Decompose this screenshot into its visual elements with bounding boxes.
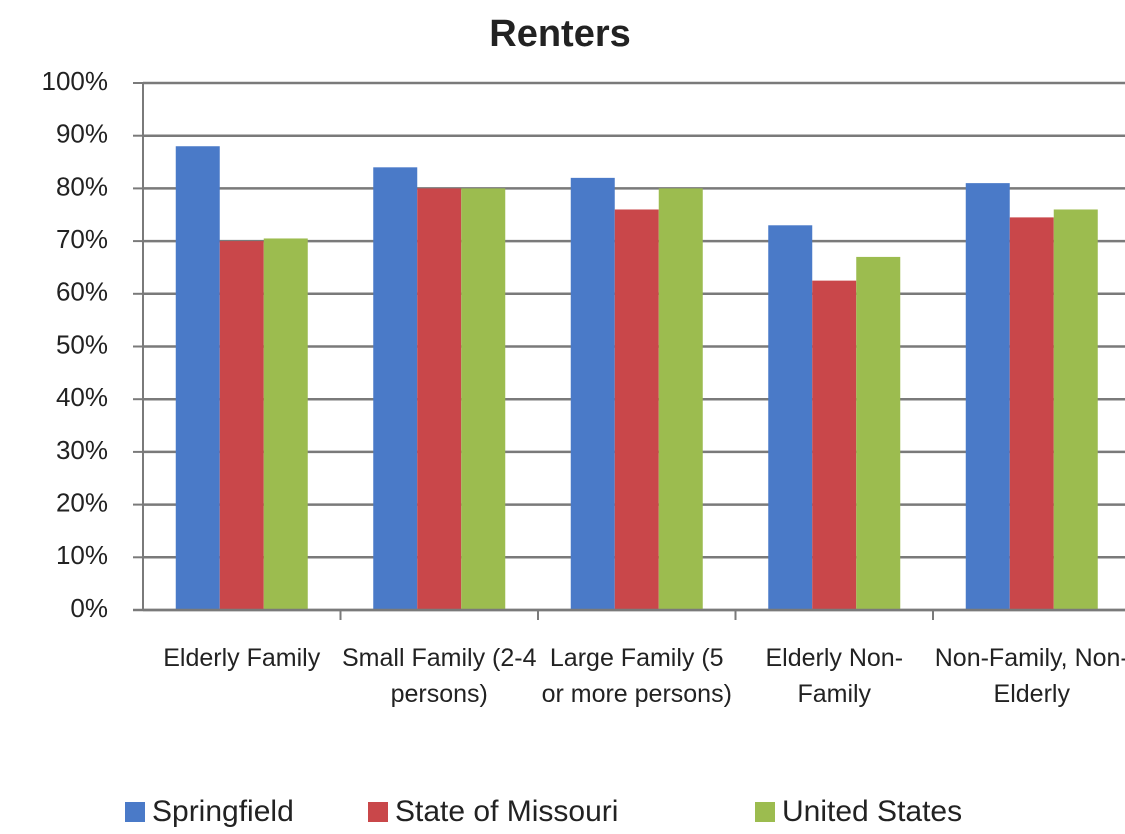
- y-tick-label: 10%: [56, 540, 108, 570]
- bar: [461, 188, 506, 610]
- bar: [614, 209, 659, 611]
- legend-label: United States: [782, 795, 962, 828]
- bar: [570, 177, 615, 611]
- bar: [1009, 217, 1054, 610]
- legend-swatch: [755, 802, 775, 822]
- legend-label: State of Missouri: [395, 795, 618, 828]
- bar: [658, 188, 703, 610]
- bar: [373, 167, 418, 610]
- y-tick-label: 100%: [42, 66, 109, 96]
- bar: [263, 238, 308, 610]
- y-tick-label: 30%: [56, 435, 108, 465]
- bar: [219, 241, 264, 610]
- y-tick-label: 20%: [56, 487, 108, 517]
- bar: [175, 146, 220, 611]
- bar: [768, 225, 813, 611]
- y-tick-label: 50%: [56, 329, 108, 359]
- bar: [812, 280, 857, 610]
- bar: [417, 188, 462, 610]
- y-tick-label: 90%: [56, 119, 108, 149]
- legend-swatch: [125, 802, 145, 822]
- y-tick-label: 60%: [56, 277, 108, 307]
- y-tick-label: 70%: [56, 224, 108, 254]
- x-tick-label: Elderly Family: [163, 644, 321, 672]
- y-tick-label: 80%: [56, 171, 108, 201]
- legend-label: Springfield: [152, 795, 294, 828]
- bar: [856, 256, 901, 610]
- x-tick-label: Non-Family, Non-Elderly: [934, 644, 1125, 708]
- y-tick-label: 0%: [70, 593, 108, 623]
- x-tick-label: Elderly Non-Family: [765, 644, 904, 708]
- y-tick-label: 40%: [56, 382, 108, 412]
- x-tick-label: Large Family (5 or more persons): [541, 644, 732, 708]
- bar: [965, 183, 1010, 610]
- chart-title: Renters: [489, 13, 631, 55]
- legend-swatch: [368, 802, 388, 822]
- x-tick-label: Small Family (2-4 persons): [342, 644, 537, 708]
- bar: [1053, 209, 1098, 611]
